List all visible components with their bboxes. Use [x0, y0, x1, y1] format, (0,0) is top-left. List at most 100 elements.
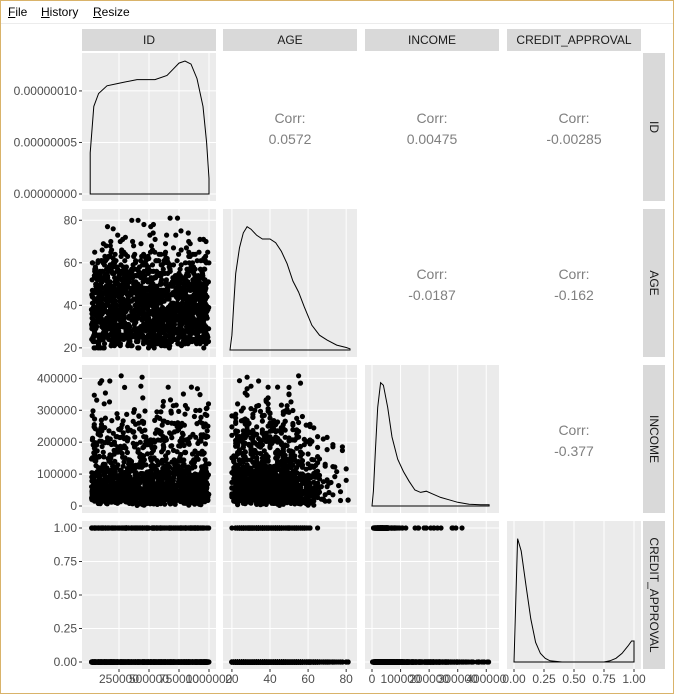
scatter-point: [162, 281, 169, 287]
scatter-point: [89, 260, 96, 266]
scatter-point: [131, 479, 137, 485]
panel-income-income: [365, 365, 499, 513]
scatter-point: [150, 230, 156, 236]
scatter-point: [315, 454, 321, 460]
scatter-point: [200, 465, 206, 471]
scatter-point: [259, 418, 265, 424]
scatter-point: [118, 262, 124, 268]
scatter-point: [142, 298, 148, 304]
scatter-point: [103, 486, 109, 492]
scatter-point: [176, 251, 182, 257]
scatter-point: [316, 476, 323, 482]
scatter-point: [136, 426, 143, 432]
scatter-point: [177, 279, 183, 285]
scatter-point: [101, 332, 107, 338]
scatter-point: [156, 470, 162, 476]
scatter-point: [93, 281, 99, 287]
scatter-point: [131, 253, 137, 259]
scatter-point: [158, 262, 164, 268]
menu-bar: File History Resize: [1, 1, 673, 24]
scatter-point: [140, 309, 146, 315]
scatter-point: [185, 464, 191, 470]
scatter-point: [154, 287, 160, 293]
scatter-point: [110, 496, 116, 502]
scatter-point: [131, 279, 137, 285]
scatter-point: [315, 434, 321, 440]
scatter-point: [229, 485, 235, 491]
scatter-point: [107, 243, 113, 249]
menu-history[interactable]: History: [41, 5, 79, 19]
scatter-point: [165, 317, 171, 323]
scatter-point: [184, 281, 190, 287]
scatter-point: [114, 264, 120, 270]
scatter-point: [248, 470, 254, 476]
scatter-point: [288, 437, 294, 443]
scatter-point: [273, 450, 279, 456]
scatter-point: [92, 482, 98, 488]
scatter-point: [324, 477, 330, 483]
scatter-point: [202, 266, 208, 272]
scatter-point: [254, 500, 260, 506]
corr-label: Corr:: [558, 110, 589, 126]
strip-row-income: [643, 365, 665, 513]
scatter-point: [229, 491, 235, 498]
scatter-point: [159, 287, 165, 293]
scatter-point: [254, 450, 260, 456]
scatter-point: [282, 492, 288, 498]
scatter-point: [160, 418, 166, 424]
scatter-point: [177, 456, 183, 462]
scatter-point: [332, 474, 338, 480]
scatter-point: [171, 277, 177, 283]
scatter-point: [267, 463, 273, 469]
scatter-point: [145, 277, 151, 283]
scatter-point: [167, 283, 173, 289]
menu-file[interactable]: File: [8, 5, 28, 19]
scatter-point: [164, 232, 170, 238]
scatter-point: [324, 447, 330, 453]
scatter-point: [103, 243, 109, 249]
scatter-point: [99, 378, 105, 384]
scatter-point: [160, 403, 166, 409]
scatter-point: [147, 468, 153, 474]
scatter-point: [145, 253, 151, 259]
scatter-point: [140, 326, 146, 332]
scatter-point: [102, 273, 108, 279]
scatter-point: [175, 296, 181, 302]
scatter-point: [103, 283, 109, 289]
scatter-point: [135, 345, 141, 351]
scatter-point: [324, 434, 330, 440]
scatter-point: [98, 258, 104, 264]
scatter-point: [257, 495, 264, 502]
scatter-point: [286, 384, 292, 390]
scatter-point: [282, 434, 288, 440]
menu-resize[interactable]: Resize: [93, 5, 130, 19]
scatter-point: [145, 341, 152, 347]
scatter-point: [178, 472, 184, 478]
scatter-point: [229, 413, 235, 419]
scatter-point: [169, 435, 175, 441]
scatter-point: [111, 439, 117, 445]
scatter-point: [141, 321, 147, 328]
scatter-point: [205, 423, 211, 429]
scatter-point: [179, 321, 185, 328]
scatter-point: [242, 420, 248, 426]
scatter-point: [115, 232, 121, 238]
scatter-point: [119, 422, 125, 428]
scatter-point: [135, 315, 141, 321]
scatter-point: [126, 279, 132, 285]
scatter-point: [151, 334, 157, 340]
scatter-point: [337, 489, 344, 495]
scatter-point: [191, 413, 197, 420]
scatter-point: [136, 464, 142, 470]
scatter-point: [155, 300, 161, 306]
scatter-point: [183, 485, 189, 491]
scatter-point: [109, 270, 116, 276]
scatter-point: [101, 262, 107, 268]
scatter-point: [133, 319, 139, 325]
scatter-point: [147, 455, 154, 461]
scatter-point: [188, 330, 195, 336]
scatter-point: [118, 373, 124, 379]
panel-age-credit-approval: [507, 209, 641, 357]
scatter-point: [127, 304, 133, 311]
corr-label: Corr:: [416, 266, 447, 282]
